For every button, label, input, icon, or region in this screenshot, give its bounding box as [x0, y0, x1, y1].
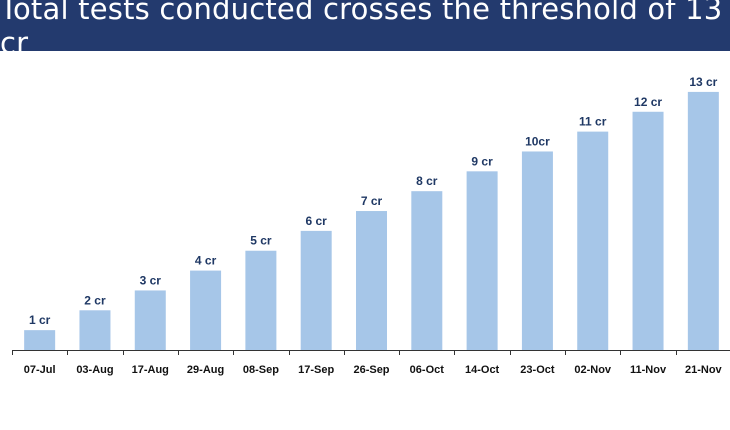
- x-tick-label: 21-Nov: [685, 364, 723, 376]
- data-label: 7 cr: [361, 194, 383, 208]
- x-tick-label: 11-Nov: [630, 364, 667, 376]
- bar-06-Oct: [411, 191, 443, 350]
- x-tick-label: 23-Oct: [520, 364, 555, 376]
- bar-07-Jul: [24, 330, 56, 350]
- data-label: 1 cr: [29, 313, 51, 327]
- data-label: 2 cr: [84, 293, 106, 307]
- data-label: 10cr: [525, 134, 550, 148]
- bar-23-Oct: [521, 151, 553, 350]
- data-label: 8 cr: [416, 174, 438, 188]
- x-axis-tick-labels: 07-Jul 03-Aug 17-Aug 29-Aug 08-Sep 17-Sep 26-S…: [24, 364, 723, 376]
- data-label: 6 cr: [306, 214, 328, 228]
- x-tick-label: 17-Aug: [132, 364, 169, 376]
- x-tick-label: 02-Nov: [574, 364, 612, 376]
- chart-title: Total tests conducted crosses the thresh…: [0, 0, 723, 60]
- x-tick-label: 08-Sep: [243, 364, 279, 376]
- chart-title-bar: Total tests conducted crosses the thresh…: [0, 0, 730, 60]
- bar-02-Nov: [577, 131, 609, 350]
- bar-03-Aug: [79, 310, 111, 350]
- bar-26-Sep: [356, 211, 387, 350]
- bar-08-Sep: [245, 250, 277, 350]
- x-tick-label: 26-Sep: [353, 364, 389, 376]
- data-label: 3 cr: [140, 273, 162, 287]
- data-label: 4 cr: [195, 254, 217, 268]
- x-tick-label: 17-Sep: [298, 364, 334, 376]
- bar-14-Oct: [466, 171, 498, 350]
- x-tick-label: 06-Oct: [410, 364, 445, 376]
- bar-17-Aug: [134, 290, 166, 350]
- x-tick-label: 03-Aug: [76, 364, 113, 376]
- data-label: 9 cr: [471, 154, 493, 168]
- data-label: 5 cr: [250, 234, 272, 248]
- bar-21-Nov: [687, 91, 719, 350]
- data-label: 11 cr: [579, 115, 607, 129]
- data-label: 13 cr: [689, 75, 717, 89]
- bars-group: [24, 91, 719, 350]
- bar-17-Sep: [300, 230, 332, 350]
- data-label: 12 cr: [634, 95, 662, 109]
- bar-11-Nov: [632, 111, 664, 350]
- x-tick-label: 29-Aug: [187, 364, 224, 376]
- data-labels-group: 1 cr 2 cr 3 cr 4 cr 5 cr 6 cr 7 cr 8 cr 9 cr 10cr…: [29, 75, 718, 327]
- x-tick-label: 07-Jul: [24, 364, 56, 376]
- x-axis-ticks: [12, 350, 677, 355]
- x-tick-label: 14-Oct: [465, 364, 500, 376]
- bar-29-Aug: [190, 270, 222, 350]
- bar-chart: 1 cr 2 cr 3 cr 4 cr 5 cr 6 cr 7 cr 8 cr 9 cr 10cr…: [12, 75, 730, 376]
